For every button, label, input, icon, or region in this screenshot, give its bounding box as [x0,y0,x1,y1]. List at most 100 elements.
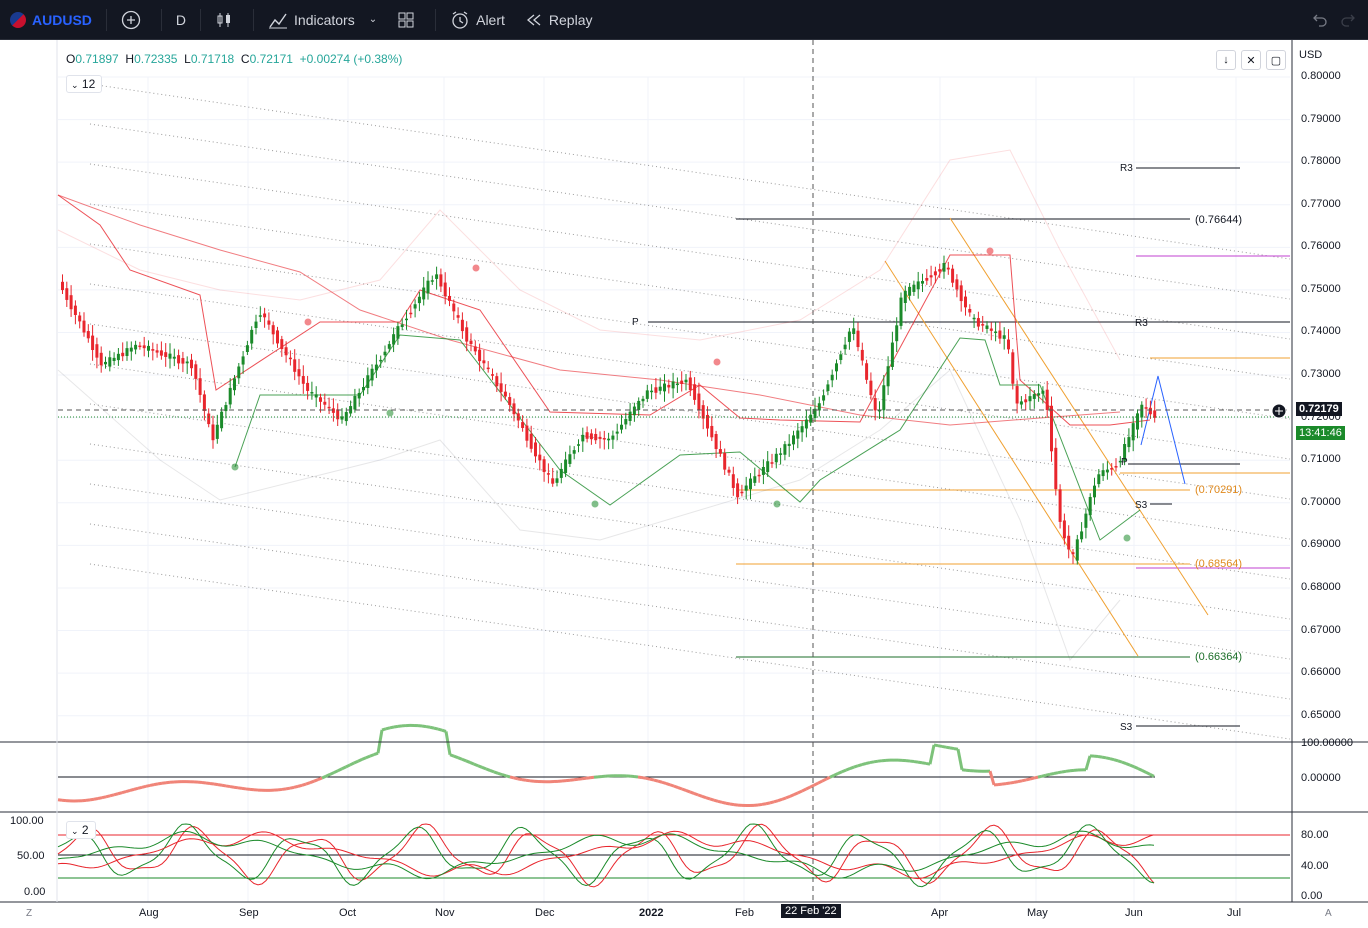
price-tick-label: 0.77000 [1301,197,1341,210]
candle-body [207,413,211,425]
candle-body [357,392,361,399]
candle-body [82,320,86,333]
osc1-line [393,724,399,729]
osc1-line [705,796,711,801]
osc1-line [469,761,475,766]
candle-body [585,432,589,439]
chart-area[interactable]: O0.71897 H0.72335 L0.71718 C0.72171 +0.0… [0,40,1368,928]
time-tick-label: Sep [239,907,259,919]
alert-button[interactable]: Alert [440,0,515,40]
candle-body [981,324,985,326]
close-label: C [240,52,250,66]
collapse-pane-button[interactable]: ✕ [1241,50,1261,70]
osc1-line [861,762,867,767]
candle-body [1007,339,1010,350]
candle-body [112,357,116,361]
candle-body [1011,352,1015,384]
indicator-collapse-toggle[interactable]: ⌄ 12 [66,75,103,93]
price-tick-label: 0.66000 [1301,666,1341,679]
osc1-line [1045,772,1051,777]
candle-body [125,348,129,356]
osc1-line [725,801,731,806]
auto-scale-button[interactable]: A [1325,908,1332,919]
candle-body [929,275,933,278]
osc1-line [437,727,443,732]
osc2-collapse-toggle[interactable]: ⌄ 2 [66,821,96,839]
redo-icon[interactable] [1340,12,1356,28]
candle-body [822,395,826,401]
interval-button[interactable]: D [166,0,196,40]
candle-body [215,424,219,439]
candle-body [774,453,778,463]
candle-body [73,305,77,316]
open-label: O [66,52,76,66]
symbol-search-button[interactable]: AUDUSD [0,0,102,40]
zoom-reset-button[interactable]: Z [26,908,33,919]
osc1-line [449,753,455,758]
osc1-line [665,782,671,787]
osc1-line [149,783,155,787]
add-alert-icon[interactable] [1270,402,1288,420]
candle-body [276,330,279,344]
compare-button[interactable] [111,0,157,40]
candle-body [959,285,963,302]
candle-body [1153,410,1157,418]
maximize-pane-button[interactable]: ▢ [1266,50,1286,70]
divider [253,8,255,31]
osc1-line [325,773,331,778]
price-tick-label: 0.69000 [1301,538,1341,551]
candle-body [1080,531,1084,540]
move-pane-down-button[interactable]: ↓ [1216,50,1236,70]
osc1-line [805,785,811,791]
osc1-line [209,781,215,786]
candle-body [628,411,632,421]
osc1-line [497,771,503,777]
candle-body [99,352,103,366]
candle-body [400,324,404,328]
candle-body [602,438,606,440]
replay-button[interactable]: Replay [515,0,603,40]
time-tick-label: Feb [735,907,754,919]
osc1-line [1025,777,1031,782]
osc1-line [517,777,523,782]
candle-body [267,320,271,325]
layouts-button[interactable] [387,0,431,40]
candle-body [228,387,232,405]
osc1-line [113,792,119,797]
stop-marker [773,500,781,508]
chart-type-button[interactable] [205,0,249,40]
candle-body [159,350,163,356]
osc1-line [281,787,287,791]
osc1-line [361,756,367,761]
osc1-line [825,775,831,781]
candle-body [185,361,189,364]
candle-body [1105,469,1109,473]
candle-body [538,454,542,461]
grid-icon [398,12,414,27]
osc1-line [369,753,375,758]
candle-body [491,374,494,376]
candle-body [559,468,563,478]
osc1-line [285,786,291,791]
indicators-button[interactable]: Indicators ⌄ [258,0,387,40]
candle-body [353,396,357,410]
candle-body [817,403,821,411]
indicators-icon [269,13,288,28]
osc1-line [313,778,319,783]
osc1-line [441,728,447,733]
osc1-line [789,793,795,798]
undo-icon[interactable] [1312,12,1328,28]
chart-canvas[interactable] [0,40,1368,928]
osc1-line [1105,756,1111,761]
price-tick-label: 0.65000 [1301,708,1341,721]
osc1-line [1109,757,1115,762]
osc1-line [873,759,879,764]
candle-body [740,491,744,494]
osc1-line [669,783,675,788]
osc1-line [1121,760,1127,765]
candle-body [1041,390,1045,394]
candle-body [108,357,112,367]
high-label: H [125,52,135,66]
osc1-line [813,781,819,787]
candle-body [551,478,555,484]
